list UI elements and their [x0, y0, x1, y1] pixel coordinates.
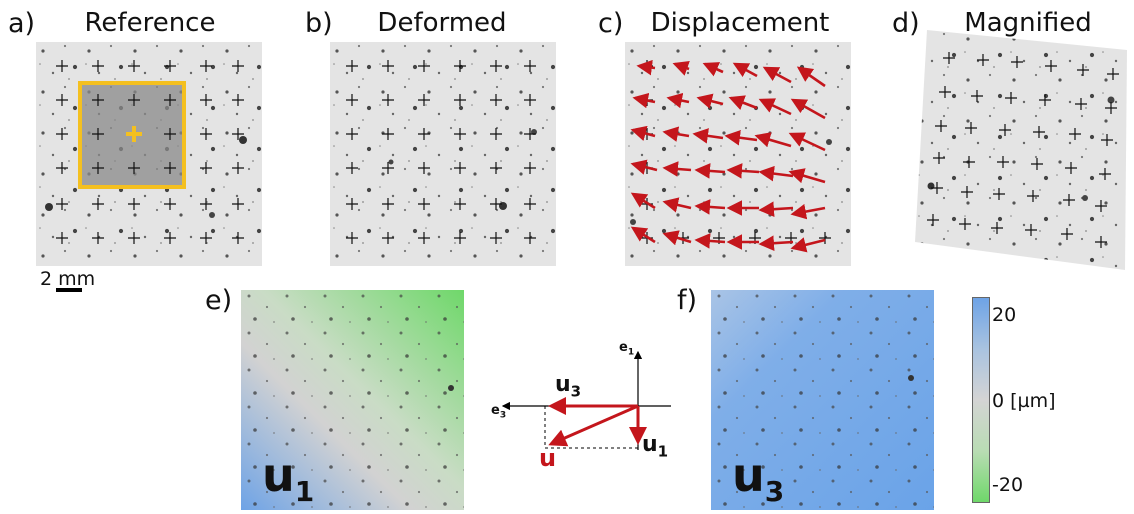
u1-field-subscript: 1 [294, 475, 315, 509]
u1-field-label: u1 [262, 452, 314, 506]
panel-e-label: e) [205, 285, 233, 316]
u-label: u [539, 444, 557, 472]
scalebar-unit: mm [58, 268, 96, 290]
u3-field-label: u3 [732, 452, 784, 506]
u3-field-subscript: 3 [764, 475, 785, 509]
e3-label: e3 [491, 403, 506, 421]
vector-diagram [485, 330, 675, 480]
u1-subscript: 1 [657, 442, 669, 461]
u-vector [548, 404, 639, 447]
u3-field-symbol: u [732, 448, 765, 502]
reference-center-marker [126, 126, 142, 142]
panel-c-title: Displacement [650, 8, 830, 38]
panel-b-title: Deformed [377, 8, 507, 38]
colorbar-max-label: 20 [992, 304, 1017, 326]
u1-field-map [241, 290, 464, 510]
u3-label: u3 [555, 372, 581, 400]
displacement-image [625, 42, 851, 266]
panel-b-label: b) [305, 8, 333, 39]
panel-a-title: Reference [84, 8, 216, 38]
scalebar-line [56, 288, 82, 292]
panel-c-label: c) [598, 8, 624, 39]
panel-d-title: Magnified [964, 8, 1092, 38]
e1-label: e1 [619, 340, 634, 358]
u1-symbol: u [642, 432, 658, 457]
marker-grid-magnified [927, 52, 1119, 248]
displacement-arrows [630, 59, 826, 253]
u3-symbol: u [555, 372, 571, 397]
colorbar-min-label: -20 [992, 474, 1024, 496]
u3-subscript: 3 [570, 382, 582, 401]
panel-a-label: a) [8, 8, 36, 39]
marker-grid-deformed [346, 60, 536, 244]
e3-subscript: 3 [499, 410, 507, 421]
scalebar-value: 2 [40, 268, 53, 290]
scalebar-label: 2 mm [40, 268, 95, 290]
reference-image [36, 42, 262, 266]
panel-f-label: f) [677, 285, 698, 316]
u1-label: u1 [642, 432, 668, 460]
deformed-image [330, 42, 556, 266]
colorbar [972, 297, 990, 503]
e1-subscript: 1 [627, 347, 635, 358]
magnified-image [915, 30, 1131, 270]
e3-symbol: e [491, 403, 500, 418]
panel-d-label: d) [892, 8, 920, 39]
e1-symbol: e [619, 340, 628, 355]
u3-field-map [711, 290, 934, 510]
marker-grid [56, 60, 244, 244]
u1-field-symbol: u [262, 448, 295, 502]
colorbar-mid-label: 0 [µm] [992, 390, 1056, 412]
